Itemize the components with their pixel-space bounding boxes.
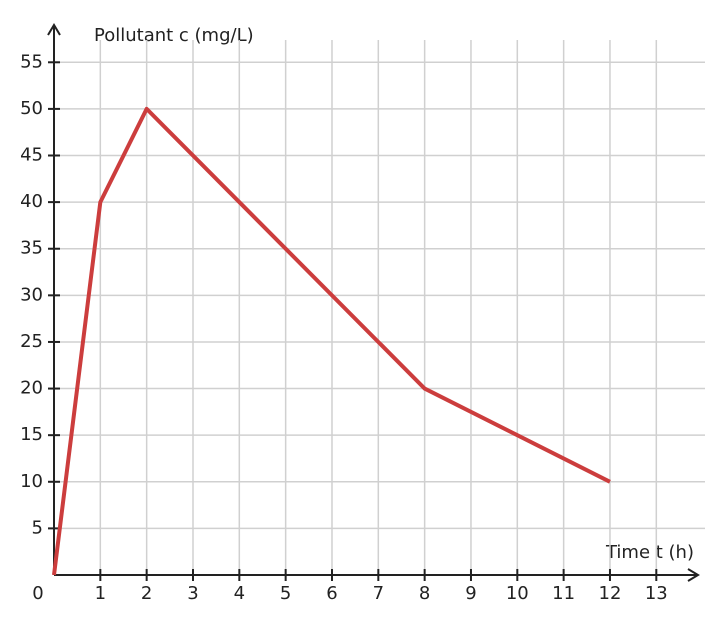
y-tick-label: 20 bbox=[20, 378, 43, 399]
x-tick-label: 5 bbox=[280, 583, 291, 604]
x-tick-label: 2 bbox=[141, 583, 152, 604]
x-axis-arrow bbox=[687, 568, 700, 582]
y-tick-label: 35 bbox=[20, 238, 43, 259]
x-tick-label: 10 bbox=[506, 583, 529, 604]
x-tick-label: 7 bbox=[373, 583, 384, 604]
x-tick-label: 3 bbox=[187, 583, 198, 604]
y-tick-label: 10 bbox=[20, 471, 43, 492]
x-tick-label: 1 bbox=[95, 583, 106, 604]
y-axis-arrow bbox=[47, 23, 61, 36]
y-tick-label: 55 bbox=[20, 51, 43, 72]
x-tick-label: 11 bbox=[552, 583, 575, 604]
y-tick-label: 30 bbox=[20, 284, 43, 305]
y-tick-label: 5 bbox=[32, 517, 43, 538]
y-tick-label: 45 bbox=[20, 145, 43, 166]
x-tick-label: 8 bbox=[419, 583, 430, 604]
x-tick-label: 0 bbox=[32, 583, 43, 604]
y-tick-label: 15 bbox=[20, 424, 43, 445]
x-tick-label: 4 bbox=[234, 583, 245, 604]
y-axis-label: Pollutant c (mg/L) bbox=[94, 25, 254, 46]
x-axis-label: Time t (h) bbox=[605, 542, 694, 563]
x-tick-label: 13 bbox=[645, 583, 668, 604]
y-tick-label: 50 bbox=[20, 98, 43, 119]
data-line bbox=[52, 106, 611, 576]
y-tick-label: 40 bbox=[20, 191, 43, 212]
y-tick-label: 25 bbox=[20, 331, 43, 352]
x-tick-label: 9 bbox=[465, 583, 476, 604]
x-tick-label: 12 bbox=[599, 583, 622, 604]
x-tick-label: 6 bbox=[326, 583, 337, 604]
